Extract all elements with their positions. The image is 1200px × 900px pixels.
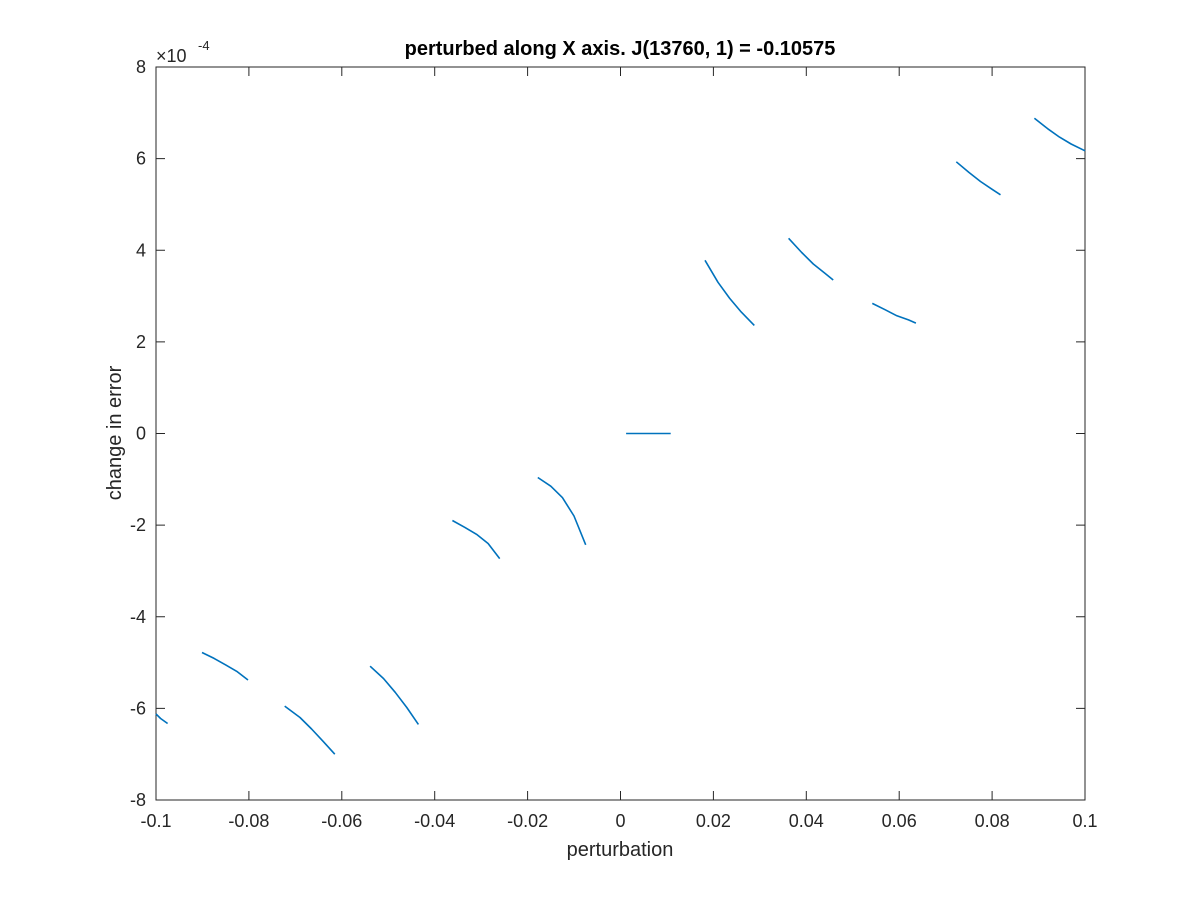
y-tick-label: 2: [136, 332, 146, 352]
chart-title: perturbed along X axis. J(13760, 1) = -0…: [405, 38, 836, 60]
y-axis-label: change in error: [104, 365, 126, 500]
series-segment: [284, 705, 336, 755]
x-tick-label: 0.06: [882, 811, 917, 831]
x-axis-label: perturbation: [567, 839, 674, 861]
series-segment: [369, 665, 420, 725]
y-axis-exponent: ×10 -4: [156, 38, 210, 66]
series-segment: [1033, 117, 1086, 152]
x-tick-label: -0.06: [321, 811, 362, 831]
series-segment: [155, 713, 169, 725]
x-axis-ticks: -0.1 -0.08 -0.06 -0.04 -0.02 0 0.02 0.04 0.06 0.0…: [140, 67, 1098, 831]
x-tick-label: -0.02: [507, 811, 548, 831]
y-axis-ticks: -8 -6 -4 -2 0 2 4 6 8: [130, 57, 1085, 810]
y-tick-label: -4: [130, 607, 146, 627]
y-tick-label: 8: [136, 57, 146, 77]
x-tick-label: -0.04: [414, 811, 455, 831]
series-segment: [871, 302, 917, 324]
y-tick-label: 6: [136, 149, 146, 169]
y-tick-label: -2: [130, 515, 146, 535]
y-tick-label: -8: [130, 790, 146, 810]
series-segment: [955, 161, 1001, 196]
plot-area: [155, 66, 1086, 801]
series-segment: [452, 519, 501, 560]
y-exponent-base: ×10: [156, 46, 187, 66]
x-tick-label: 0: [615, 811, 625, 831]
series-segment: [201, 651, 249, 681]
x-tick-label: 0.04: [789, 811, 824, 831]
series-segment: [704, 259, 755, 326]
x-tick-label: 0.1: [1072, 811, 1097, 831]
y-tick-label: 4: [136, 240, 146, 260]
y-tick-label: 0: [136, 424, 146, 444]
series: [155, 117, 1086, 755]
x-tick-label: 0.08: [975, 811, 1010, 831]
axes-box: [155, 66, 1086, 801]
y-exponent-power: -4: [198, 38, 210, 53]
y-tick-label: -6: [130, 698, 146, 718]
series-segment: [537, 476, 587, 546]
series-segment: [788, 237, 834, 281]
x-tick-label: 0.02: [696, 811, 731, 831]
x-tick-label: -0.1: [140, 811, 171, 831]
x-tick-label: -0.08: [228, 811, 269, 831]
